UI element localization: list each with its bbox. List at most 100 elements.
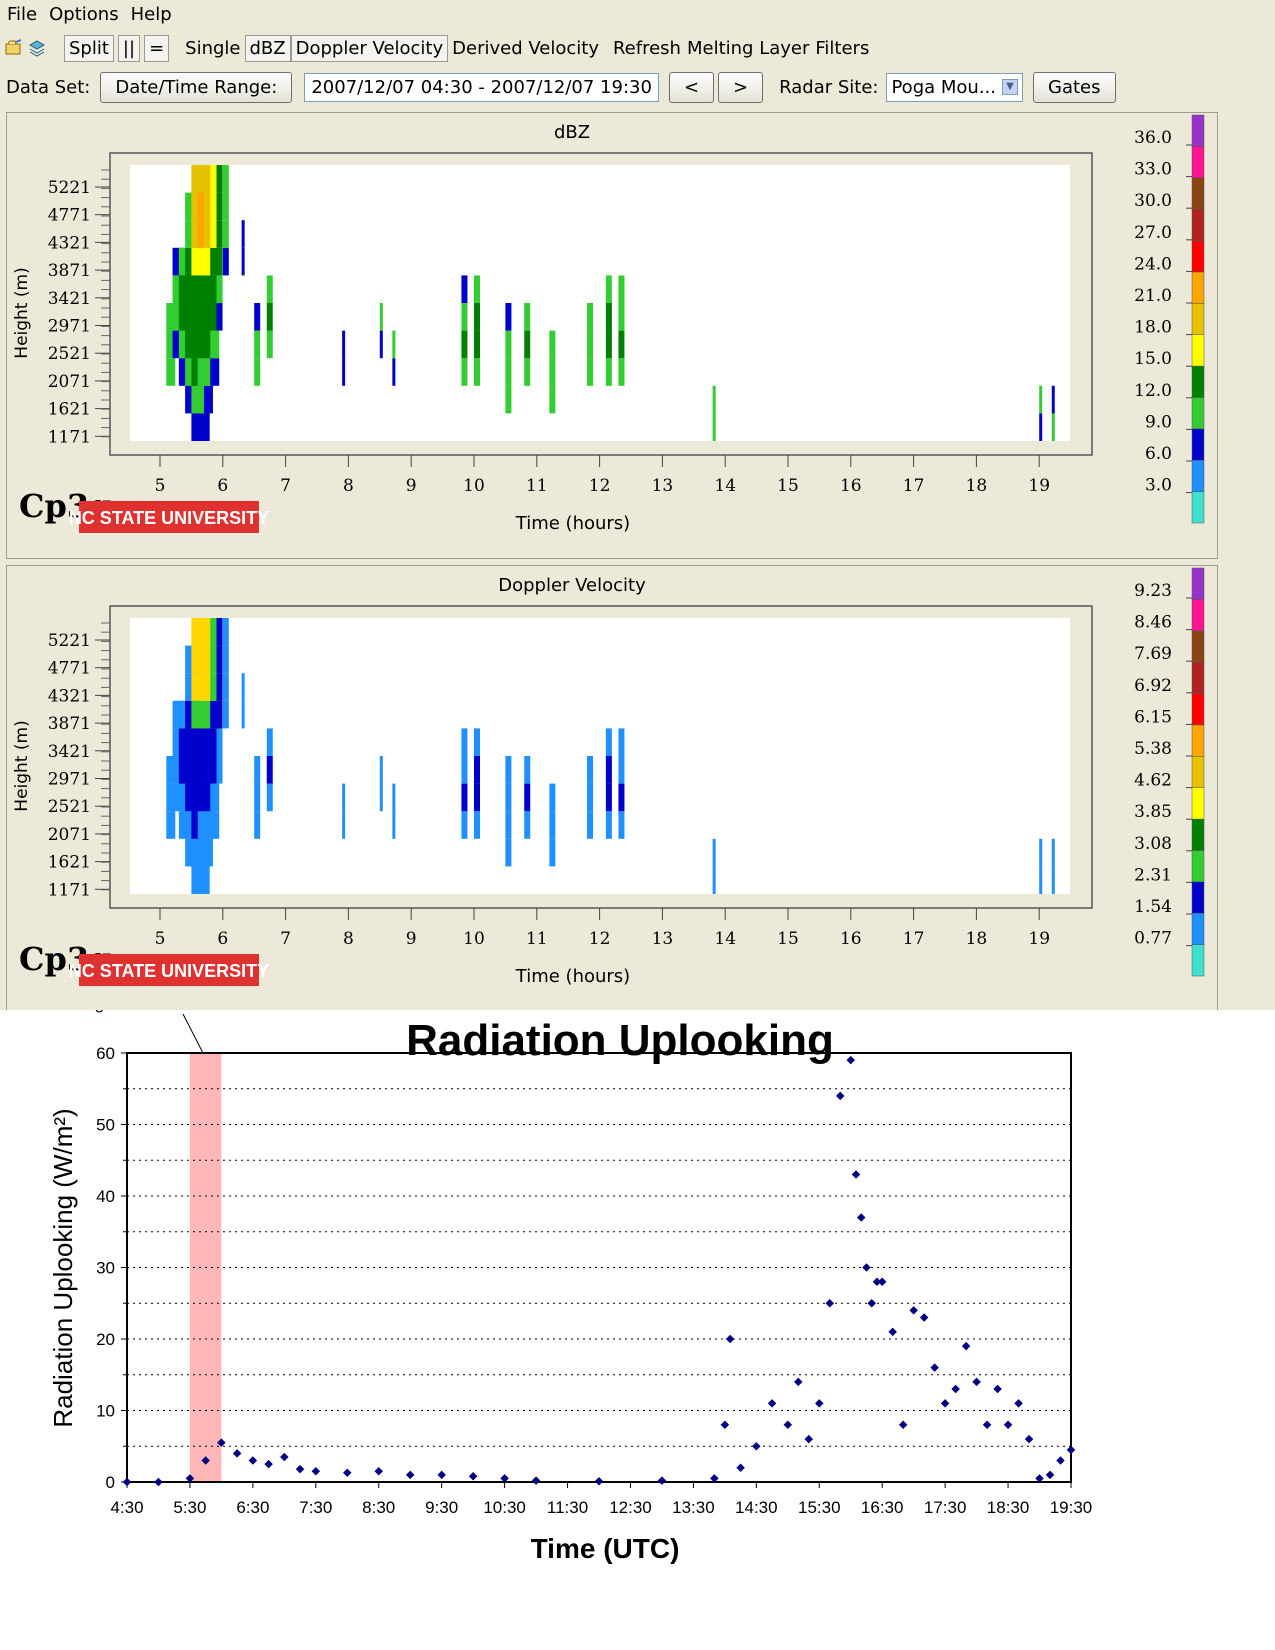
y-tick-label: 40 — [96, 1187, 115, 1206]
radar-echo-cell — [1039, 413, 1043, 441]
chevron-down-icon[interactable]: ▼ — [1002, 79, 1018, 95]
data-point — [1024, 1434, 1034, 1444]
doppler-velocity-button[interactable]: Doppler Velocity — [290, 34, 449, 62]
radar-echo-cell — [203, 811, 213, 839]
radar-echo-cell — [166, 756, 176, 784]
radar-echo-cell — [587, 330, 594, 359]
radar-echo-cell — [342, 358, 346, 386]
radar-echo-cell — [203, 756, 213, 784]
radar-echo-cell — [216, 673, 223, 701]
colorbar-segment — [1191, 881, 1205, 914]
colorbar-segment — [1191, 599, 1205, 632]
radar-echo-cell — [216, 220, 223, 248]
data-point — [154, 1477, 163, 1487]
radar-echo-cell — [222, 645, 229, 674]
derived-velocity-button[interactable]: Derived Velocity — [452, 37, 599, 59]
y-tick-label: 4321 — [48, 233, 91, 253]
data-point — [972, 1377, 981, 1387]
y-tick-label: 3421 — [48, 742, 91, 762]
radar-echo-cell — [524, 358, 531, 386]
y-axis-label: Height (m) — [12, 720, 32, 811]
gates-button[interactable]: Gates — [1033, 71, 1116, 103]
radar-echo-cell — [392, 330, 396, 359]
radar-echo-cell — [216, 165, 223, 193]
radar-echo-cell — [587, 783, 594, 812]
y-tick-label: 1621 — [48, 853, 91, 873]
menu-help[interactable]: Help — [130, 3, 172, 25]
x-tick-label: 18:30 — [987, 1498, 1030, 1517]
x-tick-label: 14 — [714, 476, 736, 496]
radar-site-select[interactable]: Poga Mou... ▼ — [886, 72, 1023, 102]
x-tick-label: 15 — [777, 476, 799, 496]
filters-button[interactable]: Filters — [815, 37, 870, 59]
x-tick-label: 16 — [840, 929, 862, 949]
x-tick-label: 12 — [589, 476, 611, 496]
data-point — [122, 1477, 132, 1487]
next-button[interactable]: > — [718, 71, 764, 103]
x-tick-label: 17 — [903, 476, 925, 496]
y-tick-label: 2521 — [48, 797, 91, 817]
radar-echo-cell — [474, 275, 480, 303]
x-tick-label: 6 — [217, 476, 228, 496]
x-tick-label: 5 — [155, 476, 166, 496]
radar-echo-cell — [203, 220, 213, 248]
refresh-button[interactable]: Refresh — [612, 37, 681, 59]
radar-echo-cell — [203, 700, 213, 729]
radar-echo-cell — [241, 673, 245, 701]
stacked-button[interactable]: = — [144, 34, 170, 62]
colorbar-label: 5.38 — [1134, 739, 1172, 759]
dbz-button[interactable]: dBZ — [244, 34, 291, 62]
x-tick-label: 6 — [217, 929, 228, 949]
data-point — [594, 1477, 604, 1486]
prev-button[interactable]: < — [668, 71, 715, 103]
data-point — [280, 1452, 289, 1462]
radar-echo-cell — [241, 700, 245, 729]
radar-echo-cell — [216, 618, 223, 646]
y-tick-label: 2521 — [48, 344, 91, 364]
radar-echo-cell — [222, 247, 229, 276]
open-folder-icon[interactable] — [5, 39, 23, 57]
radar-echo-cell — [203, 358, 213, 386]
radar-echo-cell — [203, 385, 213, 414]
x-tick-label: 12:30 — [609, 1498, 652, 1517]
radar-echo-cell — [216, 700, 223, 729]
menu-file[interactable]: File — [7, 3, 38, 25]
y-tick-label: 3871 — [48, 714, 91, 734]
menu-options[interactable]: Options — [49, 3, 119, 25]
data-point — [804, 1434, 814, 1444]
radar-echo-cell — [712, 838, 716, 867]
radar-echo-cell — [210, 783, 220, 812]
x-tick-label: 8 — [343, 929, 354, 949]
melting-layer-button[interactable]: Melting Layer — [686, 37, 810, 59]
radar-echo-cell — [549, 783, 556, 812]
x-axis-label: Time (hours) — [515, 513, 630, 534]
data-point — [877, 1277, 887, 1287]
radar-echo-cell — [203, 838, 213, 867]
radar-echo-cell — [241, 247, 245, 276]
radar-echo-cell — [461, 358, 468, 386]
y-tick-label: 3871 — [48, 261, 91, 281]
layers-icon[interactable] — [28, 39, 46, 57]
colorbar-label: 0.77 — [1134, 929, 1172, 949]
radar-site-label: Radar Site: — [779, 76, 879, 98]
radar-echo-cell — [474, 358, 480, 386]
y-tick-label: 4321 — [48, 686, 91, 706]
colorbar-segment — [1191, 397, 1205, 430]
data-point — [867, 1299, 876, 1308]
radar-echo-cell — [210, 192, 220, 221]
ncsu-logo-bg — [79, 954, 259, 986]
side-by-side-button[interactable]: || — [117, 34, 141, 62]
single-button[interactable]: Single — [185, 37, 241, 59]
colorbar-label: 9.0 — [1145, 412, 1172, 432]
radar-site-value: Poga Mou... — [891, 76, 996, 98]
toolbar: Split || = Single dBZ Doppler Velocity D… — [0, 32, 1275, 64]
datetime-range-button[interactable]: Date/Time Range: — [100, 71, 293, 103]
datetime-range-field[interactable]: 2007/12/07 04:30 - 2007/12/07 19:30 — [304, 72, 659, 102]
radar-echo-cell — [549, 330, 556, 359]
split-button[interactable]: Split — [64, 34, 114, 62]
colorbar-segment — [1191, 787, 1205, 820]
radar-echo-cell — [222, 673, 229, 701]
ncsu-logo-text: NC STATE UNIVERSITY — [69, 961, 269, 981]
data-point — [657, 1476, 667, 1485]
data-point — [1035, 1474, 1044, 1483]
